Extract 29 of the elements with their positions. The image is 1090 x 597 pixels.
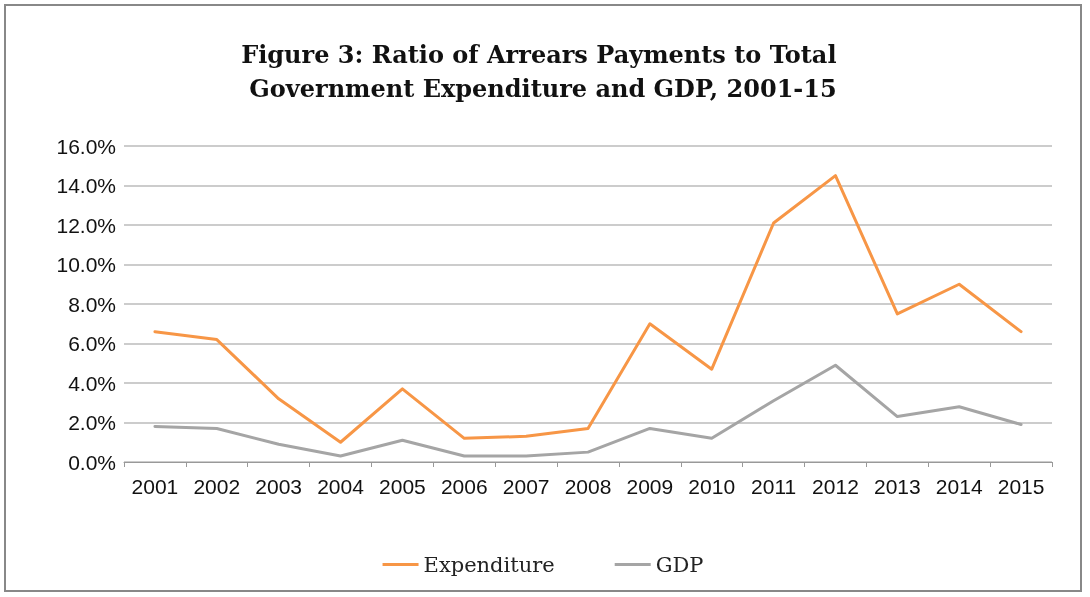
y-tick-label: 2.0% [68,411,116,434]
y-tick-label: 14.0% [56,174,116,197]
chart-title: Figure 3: Ratio of Arrears Payments to Total Government Expenditure and GDP, 2001-15 [241,39,845,103]
line-series [153,174,1023,444]
x-tick-label: 2015 [997,475,1045,498]
y-tick-label: 0.0% [68,450,116,474]
x-tick-label: 2014 [935,475,983,498]
x-tick-label: 2007 [502,475,550,498]
y-tick-label: 6.0% [68,332,116,355]
y-tick-label: 16.0% [56,134,116,158]
x-tick-label: 2008 [564,475,612,498]
x-tick-label: 2002 [193,475,241,498]
x-tick-label: 2009 [626,475,674,498]
x-tick-label: 2004 [317,475,365,498]
line-series [153,363,1023,458]
x-tick-label: 2006 [440,475,488,498]
x-tick-label: 2012 [812,475,859,498]
y-tick-label: 10.0% [56,253,116,276]
x-tick-label: 2010 [688,475,736,498]
x-tick-label: 2003 [255,475,303,498]
x-tick-label: 2001 [131,475,179,498]
legend-label: GDP [655,552,704,577]
y-tick-label: 12.0% [56,213,116,237]
y-tick-label: 4.0% [68,371,116,395]
x-tick-label: 2005 [379,475,426,498]
legend-label: Expenditure [423,552,555,577]
y-tick-label: 8.0% [68,292,116,316]
x-tick-label: 2013 [873,475,921,498]
x-tick-label: 2011 [751,475,797,498]
